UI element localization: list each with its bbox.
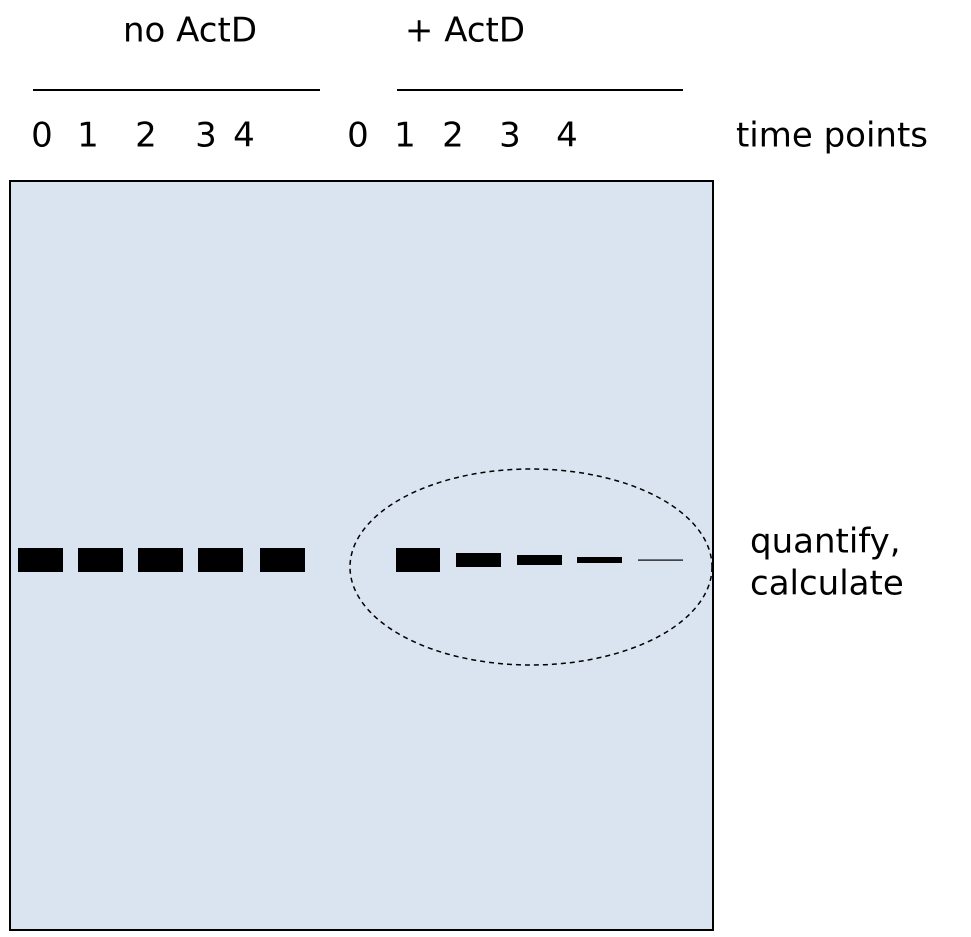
page: no ActD + ActD 0 1 2 3 4 0 1 2 3 4 time … <box>0 0 971 937</box>
band <box>396 548 440 572</box>
band <box>78 548 123 572</box>
time-point: 0 <box>347 116 369 156</box>
band <box>260 548 305 572</box>
time-point: 1 <box>77 116 99 156</box>
band <box>18 548 63 572</box>
time-point: 1 <box>394 116 416 156</box>
time-point: 2 <box>442 116 464 156</box>
band <box>517 555 562 565</box>
side-label: calculate <box>750 564 904 604</box>
time-point: 2 <box>135 116 157 156</box>
time-point: 4 <box>233 116 255 156</box>
time-point: 4 <box>556 116 578 156</box>
side-label: quantify, <box>750 522 901 562</box>
group-label: + ActD <box>405 11 525 51</box>
band <box>456 553 501 567</box>
axis-label: time points <box>736 116 928 156</box>
diagram: no ActD + ActD 0 1 2 3 4 0 1 2 3 4 time … <box>0 0 971 937</box>
band <box>138 548 183 572</box>
band <box>198 548 243 572</box>
time-point: 3 <box>499 116 521 156</box>
band <box>638 560 683 561</box>
group-label: no ActD <box>123 11 257 51</box>
time-point: 0 <box>31 116 53 156</box>
band <box>577 557 622 563</box>
time-point: 3 <box>195 116 217 156</box>
